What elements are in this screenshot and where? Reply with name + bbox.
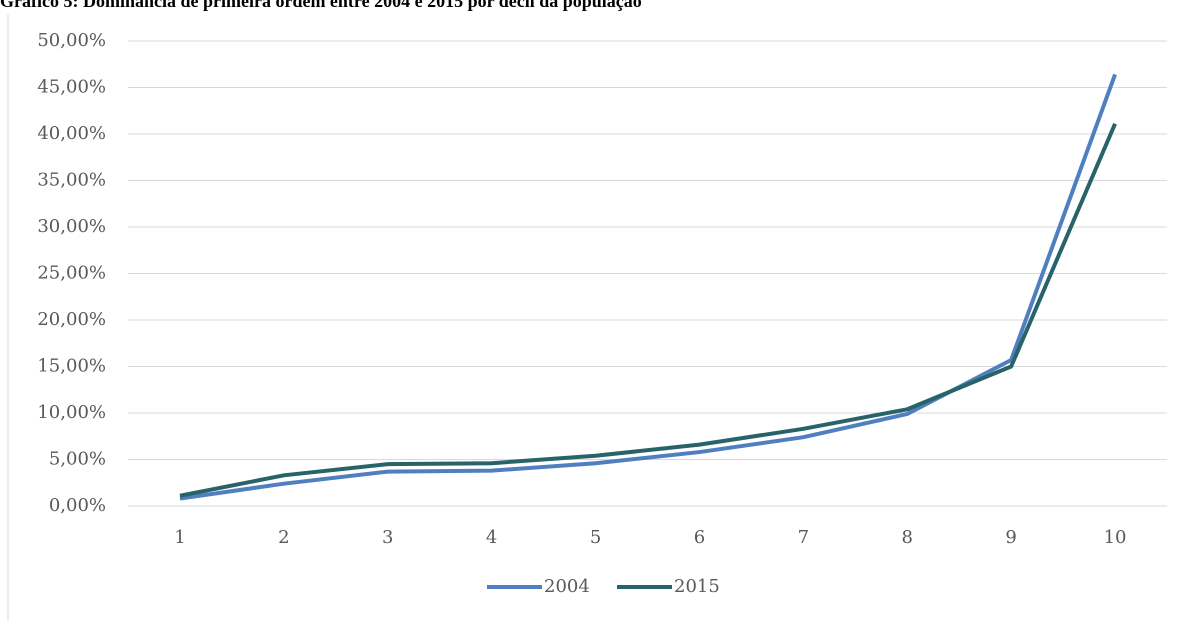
x-tick-label: 1 bbox=[174, 527, 185, 548]
y-tick-label: 25,00% bbox=[37, 263, 106, 284]
y-tick-label: 5,00% bbox=[49, 449, 106, 470]
x-tick-label: 3 bbox=[382, 527, 393, 548]
legend-label: 2004 bbox=[544, 576, 590, 597]
y-tick-label: 50,00% bbox=[37, 30, 106, 51]
y-tick-label: 20,00% bbox=[37, 309, 106, 330]
x-tick-label: 6 bbox=[694, 527, 705, 548]
line-series bbox=[179, 73, 1117, 501]
legend-label: 2015 bbox=[674, 576, 720, 597]
x-tick-label: 4 bbox=[486, 527, 497, 548]
x-tick-label: 9 bbox=[1005, 527, 1016, 548]
x-tick-label: 7 bbox=[798, 527, 809, 548]
y-tick-label: 30,00% bbox=[37, 216, 106, 237]
y-tick-label: 15,00% bbox=[37, 356, 106, 377]
y-tick-label: 45,00% bbox=[37, 77, 106, 98]
x-tick-label: 8 bbox=[902, 527, 913, 548]
y-tick-label: 0,00% bbox=[49, 495, 106, 516]
y-tick-label: 40,00% bbox=[37, 123, 106, 144]
chart-title: Gráfico 5: Dominância de primeira ordem … bbox=[0, 0, 642, 11]
line-series bbox=[179, 122, 1117, 498]
x-tick-label: 5 bbox=[590, 527, 601, 548]
y-tick-label: 10,00% bbox=[37, 402, 106, 423]
x-tick-label: 2 bbox=[278, 527, 289, 548]
x-tick-label: 10 bbox=[1104, 527, 1127, 548]
y-tick-label: 35,00% bbox=[37, 170, 106, 191]
